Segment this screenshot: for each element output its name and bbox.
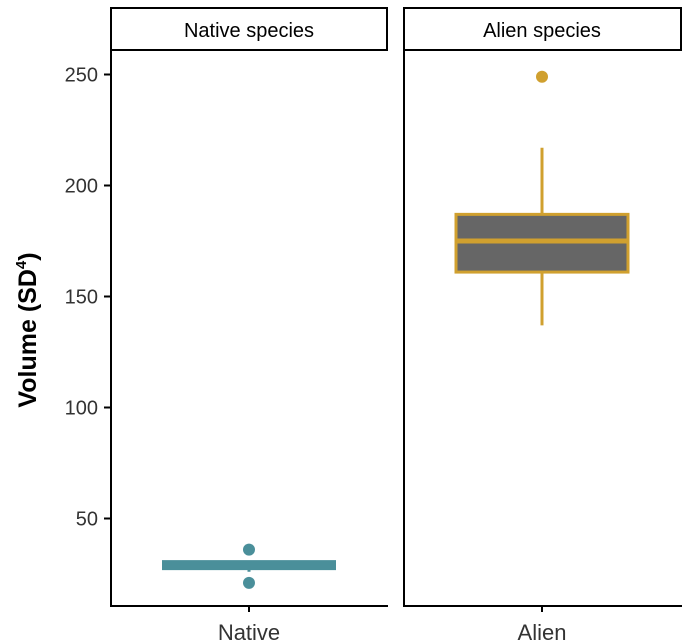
- y-tick-label: 250: [65, 65, 98, 87]
- outlier-point: [243, 576, 255, 589]
- y-tick-label: 200: [65, 176, 98, 198]
- box: [162, 560, 336, 571]
- outlier-point: [243, 543, 255, 556]
- strip-native: [110, 7, 388, 51]
- strip-alien: [403, 7, 682, 51]
- y-tick-label: 100: [65, 398, 98, 420]
- y-tick-label: 150: [65, 287, 98, 309]
- boxplot-native: [162, 543, 336, 589]
- panel-native: Native species Native: [110, 7, 388, 642]
- y-axis: 50 100 150 200 250: [65, 51, 112, 607]
- y-axis-title-close: ): [14, 252, 42, 260]
- boxplot-alien: [454, 70, 630, 326]
- strip-label-alien: Alien species: [483, 20, 601, 42]
- y-tick-label: 50: [76, 509, 98, 531]
- x-tick-label-alien: Alien: [518, 620, 567, 642]
- x-tick-label-native: Native: [218, 620, 280, 642]
- panel-alien: Alien species Alien: [403, 7, 682, 642]
- strip-label-native: Native species: [184, 20, 314, 42]
- y-axis-title-main: Volume (SD: [14, 269, 42, 407]
- outlier-point: [536, 70, 548, 83]
- y-axis-title: Volume (SD4): [13, 252, 42, 407]
- y-axis-title-superscript: 4: [13, 260, 30, 269]
